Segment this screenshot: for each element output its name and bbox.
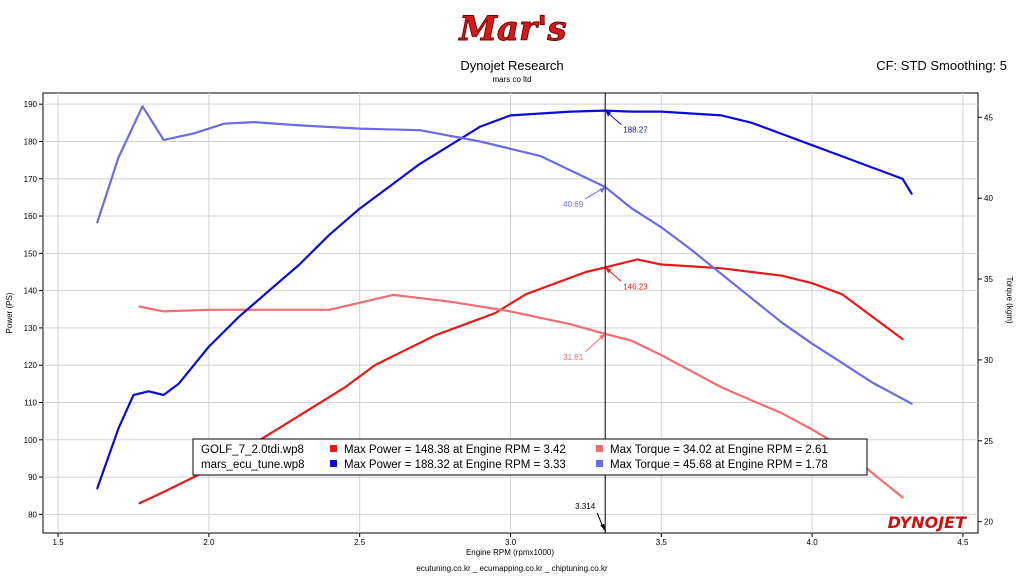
left-tick-label: 120: [24, 361, 38, 370]
right-tick-label: 25: [984, 437, 993, 446]
x-tick-label: 3.5: [656, 538, 668, 547]
legend-golf-max-power: Max Power = 148.38 at Engine RPM = 3.42: [344, 444, 566, 456]
mars-torque-line: [96, 105, 913, 405]
right-tick-label: 30: [984, 356, 993, 365]
legend-mars-max-torque: Max Torque = 45.68 at Engine RPM = 1.78: [610, 459, 828, 471]
x-tick-label: 4.0: [807, 538, 819, 547]
right-tick-label: 45: [984, 113, 993, 122]
chart-title: Dynojet Research: [460, 58, 564, 73]
left-tick-label: 160: [24, 212, 38, 221]
left-tick-label: 140: [24, 287, 38, 296]
legend-swatch-golf-torque: [596, 445, 603, 452]
dynojet-brand: DYNOJET: [888, 513, 968, 532]
x-tick-label: 2.0: [203, 538, 215, 547]
right-tick-label: 35: [984, 275, 993, 284]
annotation-arrow: [599, 186, 606, 193]
golf-power-annotation: 146.23: [623, 282, 648, 291]
legend-mars-max-power: Max Power = 188.32 at Engine RPM = 3.33: [344, 459, 566, 471]
x-tick-label: 4.5: [957, 538, 969, 547]
annotation-arrow: [605, 110, 612, 117]
series-lines: [96, 105, 913, 505]
mars-power-line: [96, 109, 913, 490]
left-tick-label: 150: [24, 249, 38, 258]
mars-power-annotation: 188.27: [623, 126, 648, 135]
x-tick-label: 3.0: [505, 538, 517, 547]
correction-factor-info: CF: STD Smoothing: 5: [876, 58, 1007, 73]
right-axis-title: Torque (kgm): [1005, 276, 1014, 323]
left-tick-label: 100: [24, 436, 38, 445]
left-tick-label: 180: [24, 137, 38, 146]
right-tick-label: 40: [984, 194, 993, 203]
legend-swatch-golf-power: [330, 445, 337, 452]
right-axis-ticks: 20 25 30 35 40 45: [978, 113, 993, 527]
right-tick-label: 20: [984, 518, 993, 527]
logo-text: Mar's: [458, 9, 566, 49]
mars-logo: Mar's: [455, 6, 571, 50]
annotation-arrow: [605, 267, 612, 274]
golf-torque-annotation: 31.61: [563, 353, 584, 362]
rpm-cursor-label: 3.314: [575, 502, 596, 511]
left-tick-label: 190: [24, 100, 38, 109]
golf-torque-line: [138, 293, 904, 499]
left-tick-label: 110: [24, 398, 37, 407]
x-tick-label: 2.5: [354, 538, 366, 547]
x-axis-title: Engine RPM (rpmx1000): [466, 548, 554, 557]
x-tick-label: 1.5: [53, 538, 65, 547]
chart-subtitle: mars co ltd: [492, 75, 532, 84]
annotation-arrow: [599, 333, 606, 340]
left-tick-label: 170: [24, 175, 38, 184]
legend-file-mars: mars_ecu_tune.wp8: [201, 459, 305, 471]
golf-power-line: [138, 258, 904, 505]
mars-torque-annotation: 40.69: [563, 200, 584, 209]
legend-box: GOLF_7_2.0tdi.wp8 Max Power = 148.38 at …: [192, 438, 868, 476]
left-tick-label: 90: [28, 473, 37, 482]
x-axis-ticks: 1.5 2.0 2.5 3.0 3.5 4.0 4.5: [53, 533, 969, 547]
left-axis-title: Power (PS): [5, 292, 14, 333]
left-axis-ticks: 80 90 100 110 120 130 140 150 160 170 180 190: [24, 100, 43, 519]
legend-golf-max-torque: Max Torque = 34.02 at Engine RPM = 2.61: [610, 444, 828, 456]
cursor-annotations: 188.27 40.69 146.23 31.61: [563, 110, 648, 531]
cursor-label-leader: [596, 512, 605, 531]
legend-file-golf: GOLF_7_2.0tdi.wp8: [201, 444, 304, 456]
legend-swatch-mars-power: [330, 460, 337, 467]
left-tick-label: 80: [28, 510, 37, 519]
legend-swatch-mars-torque: [596, 460, 603, 467]
left-tick-label: 130: [24, 324, 38, 333]
footer-links: ecutuning.co.kr _ ecumapping.co.kr _ chi…: [416, 564, 608, 573]
